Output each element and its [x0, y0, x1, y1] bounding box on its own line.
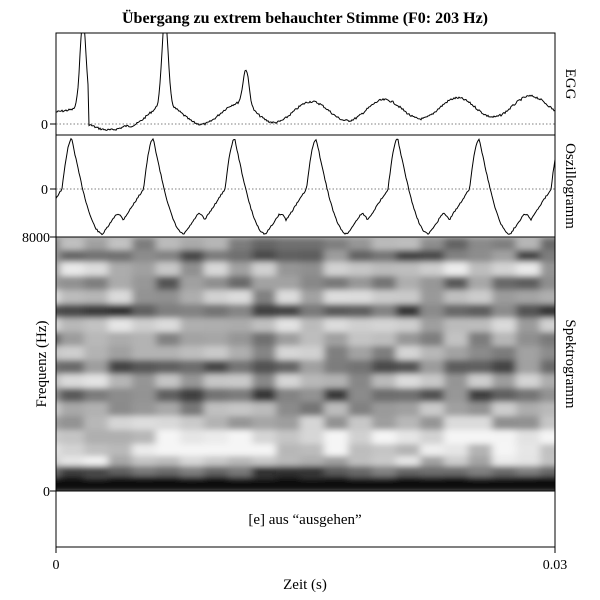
annotation-text: [e] aus “ausgehen” [248, 512, 361, 528]
x-tick-0: 0 [53, 558, 60, 573]
spectrogram-panel-label: Spektrogramm [562, 319, 578, 408]
x-axis-label: Zeit (s) [283, 577, 327, 593]
oscillogram-panel [55, 134, 556, 238]
chart-title: Übergang zu extrem behauchter Stimme (F0… [122, 9, 488, 27]
y-axis-label: Frequenz (Hz) [34, 320, 50, 407]
oscillogram-waveform [55, 137, 556, 236]
oscillogram-panel-label: Oszillogramm [562, 143, 578, 229]
egg-waveform [56, 33, 555, 131]
egg-panel-label: EGG [562, 69, 578, 100]
egg-zero-label: 0 [41, 118, 48, 133]
spectrogram-ytick-min: 0 [43, 485, 50, 500]
x-tick-1: 0.03 [543, 558, 568, 573]
egg-panel [55, 32, 556, 136]
oscillogram-zero-label: 0 [41, 183, 48, 198]
spectrogram-ytick-max: 8000 [22, 231, 50, 246]
annotation-panel [55, 490, 556, 548]
spectrogram-panel [56, 237, 555, 491]
